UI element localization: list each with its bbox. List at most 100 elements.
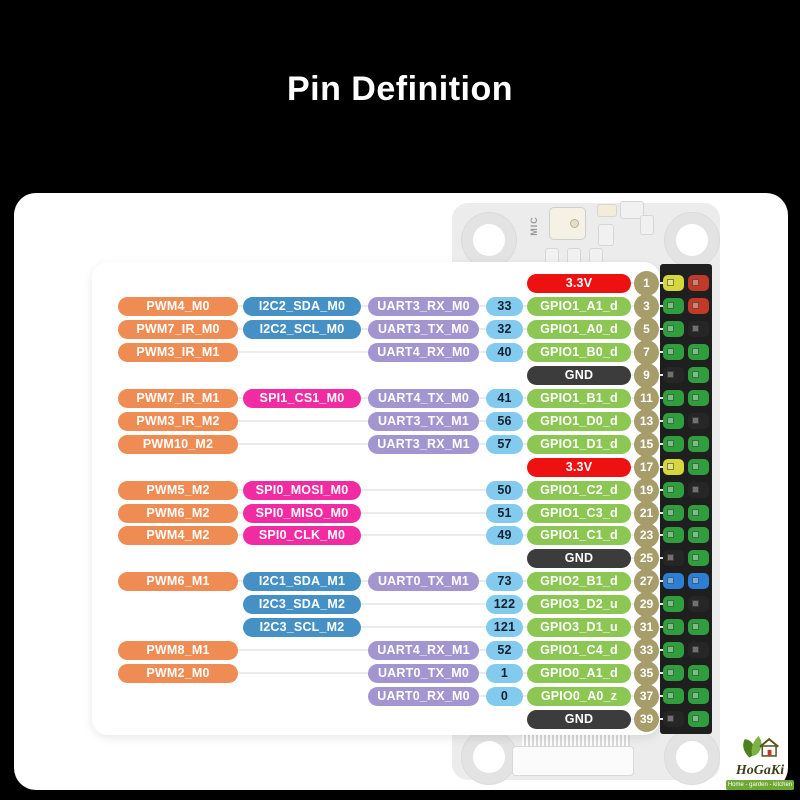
header-pin-odd <box>663 665 684 681</box>
pin-id-pill: 0 <box>486 687 523 706</box>
header-pin-odd <box>663 688 684 704</box>
header-pin-odd <box>663 459 684 475</box>
pin-id-pill: 49 <box>486 526 523 545</box>
gpio-pill: GPIO1_C3_d <box>527 504 631 523</box>
pin-number-badge: 9 <box>634 363 659 388</box>
header-pin-odd <box>663 367 684 383</box>
uart-pill: UART4_TX_M0 <box>368 389 479 408</box>
pin-number-badge: 37 <box>634 684 659 709</box>
gpio-pill: GPIO0_A0_z <box>527 687 631 706</box>
uart-pill: UART3_RX_M1 <box>368 435 479 454</box>
header-pin-odd <box>663 344 684 360</box>
pwm-pill: PWM7_IR_M1 <box>118 389 238 408</box>
pwm-pill: PWM3_IR_M1 <box>118 343 238 362</box>
pin-number-badge: 39 <box>634 707 659 732</box>
uart-pill: UART0_RX_M0 <box>368 687 479 706</box>
pin-id-pill: 1 <box>486 664 523 683</box>
gpio-pill: GPIO1_A0_d <box>527 320 631 339</box>
header-pin-odd <box>663 619 684 635</box>
pin-number-badge: 1 <box>634 271 659 296</box>
header-pin-even <box>688 573 709 589</box>
pin-number-badge: 3 <box>634 294 659 319</box>
uart-pill: UART0_TX_M0 <box>368 664 479 683</box>
fpc-ribbon <box>522 735 630 748</box>
bus-pill: SPI1_CS1_M0 <box>243 389 361 408</box>
pin-id-pill: 56 <box>486 412 523 431</box>
pin-id-pill: 121 <box>486 618 523 637</box>
header-pin-even <box>688 367 709 383</box>
connector-line <box>250 603 640 605</box>
bus-pill: SPI0_MOSI_M0 <box>243 481 361 500</box>
power-pill: GND <box>527 366 631 385</box>
mic-component <box>549 207 586 240</box>
pin-number-badge: 7 <box>634 340 659 365</box>
gpio-pill: GPIO1_C2_d <box>527 481 631 500</box>
smd-component <box>597 204 617 217</box>
header-pin-odd <box>663 642 684 658</box>
pin-number-badge: 25 <box>634 546 659 571</box>
power-pill: 3.3V <box>527 458 631 477</box>
pwm-pill: PWM10_M2 <box>118 435 238 454</box>
bus-pill: I2C2_SDA_M0 <box>243 297 361 316</box>
header-pin-even <box>688 642 709 658</box>
connector-line <box>130 512 640 514</box>
fpc-connector <box>512 746 634 776</box>
header-pin-even <box>688 298 709 314</box>
header-pin-odd <box>663 413 684 429</box>
gpio-pill: GPIO1_C4_d <box>527 641 631 660</box>
header-pin-odd <box>663 550 684 566</box>
bus-pill: I2C2_SCL_M0 <box>243 320 361 339</box>
gpio-pill: GPIO1_B1_d <box>527 389 631 408</box>
uart-pill: UART0_TX_M1 <box>368 572 479 591</box>
header-pin-odd <box>663 505 684 521</box>
uart-pill: UART3_TX_M0 <box>368 320 479 339</box>
pin-number-badge: 35 <box>634 661 659 686</box>
connector-line <box>130 489 640 491</box>
mic-port-hole <box>570 219 579 228</box>
power-pill: 3.3V <box>527 274 631 293</box>
bus-pill: I2C3_SCL_M2 <box>243 618 361 637</box>
header-pin-odd <box>663 711 684 727</box>
pwm-pill: PWM2_M0 <box>118 664 238 683</box>
mic-label: MIC <box>528 216 539 236</box>
header-pin-even <box>688 665 709 681</box>
header-pin-even <box>688 688 709 704</box>
header-pin-even <box>688 459 709 475</box>
pin-number-badge: 15 <box>634 432 659 457</box>
pin-number-badge: 33 <box>634 638 659 663</box>
header-pin-odd <box>663 436 684 452</box>
brand-logo: HoGaKi Home - garden - kitchen <box>726 733 794 793</box>
pin-number-badge: 19 <box>634 478 659 503</box>
header-pin-odd <box>663 482 684 498</box>
gpio-pill: GPIO2_B1_d <box>527 572 631 591</box>
header-pin-odd <box>663 390 684 406</box>
header-pin-odd <box>663 573 684 589</box>
brand-name: HoGaKi <box>735 763 785 778</box>
bus-pill: I2C3_SDA_M2 <box>243 595 361 614</box>
smd-component <box>620 201 644 219</box>
bus-pill: SPI0_CLK_M0 <box>243 526 361 545</box>
bus-pill: SPI0_MISO_M0 <box>243 504 361 523</box>
power-pill: GND <box>527 710 631 729</box>
mounting-hole <box>664 729 720 785</box>
pin-number-badge: 13 <box>634 409 659 434</box>
uart-pill: UART4_RX_M1 <box>368 641 479 660</box>
gpio-pill: GPIO1_B0_d <box>527 343 631 362</box>
uart-pill: UART3_TX_M1 <box>368 412 479 431</box>
pin-id-pill: 122 <box>486 595 523 614</box>
gpio-pill: GPIO1_A1_d <box>527 297 631 316</box>
pin-id-pill: 73 <box>486 572 523 591</box>
pin-id-pill: 32 <box>486 320 523 339</box>
mounting-hole <box>664 212 720 268</box>
header-pin-even <box>688 321 709 337</box>
pin-id-pill: 57 <box>486 435 523 454</box>
pin-id-pill: 41 <box>486 389 523 408</box>
header-pin-even <box>688 527 709 543</box>
gpio-pill: GPIO3_D1_u <box>527 618 631 637</box>
header-pin-odd <box>663 321 684 337</box>
pin-number-badge: 31 <box>634 615 659 640</box>
header-pin-even <box>688 619 709 635</box>
header-pin-even <box>688 344 709 360</box>
pwm-pill: PWM4_M0 <box>118 297 238 316</box>
